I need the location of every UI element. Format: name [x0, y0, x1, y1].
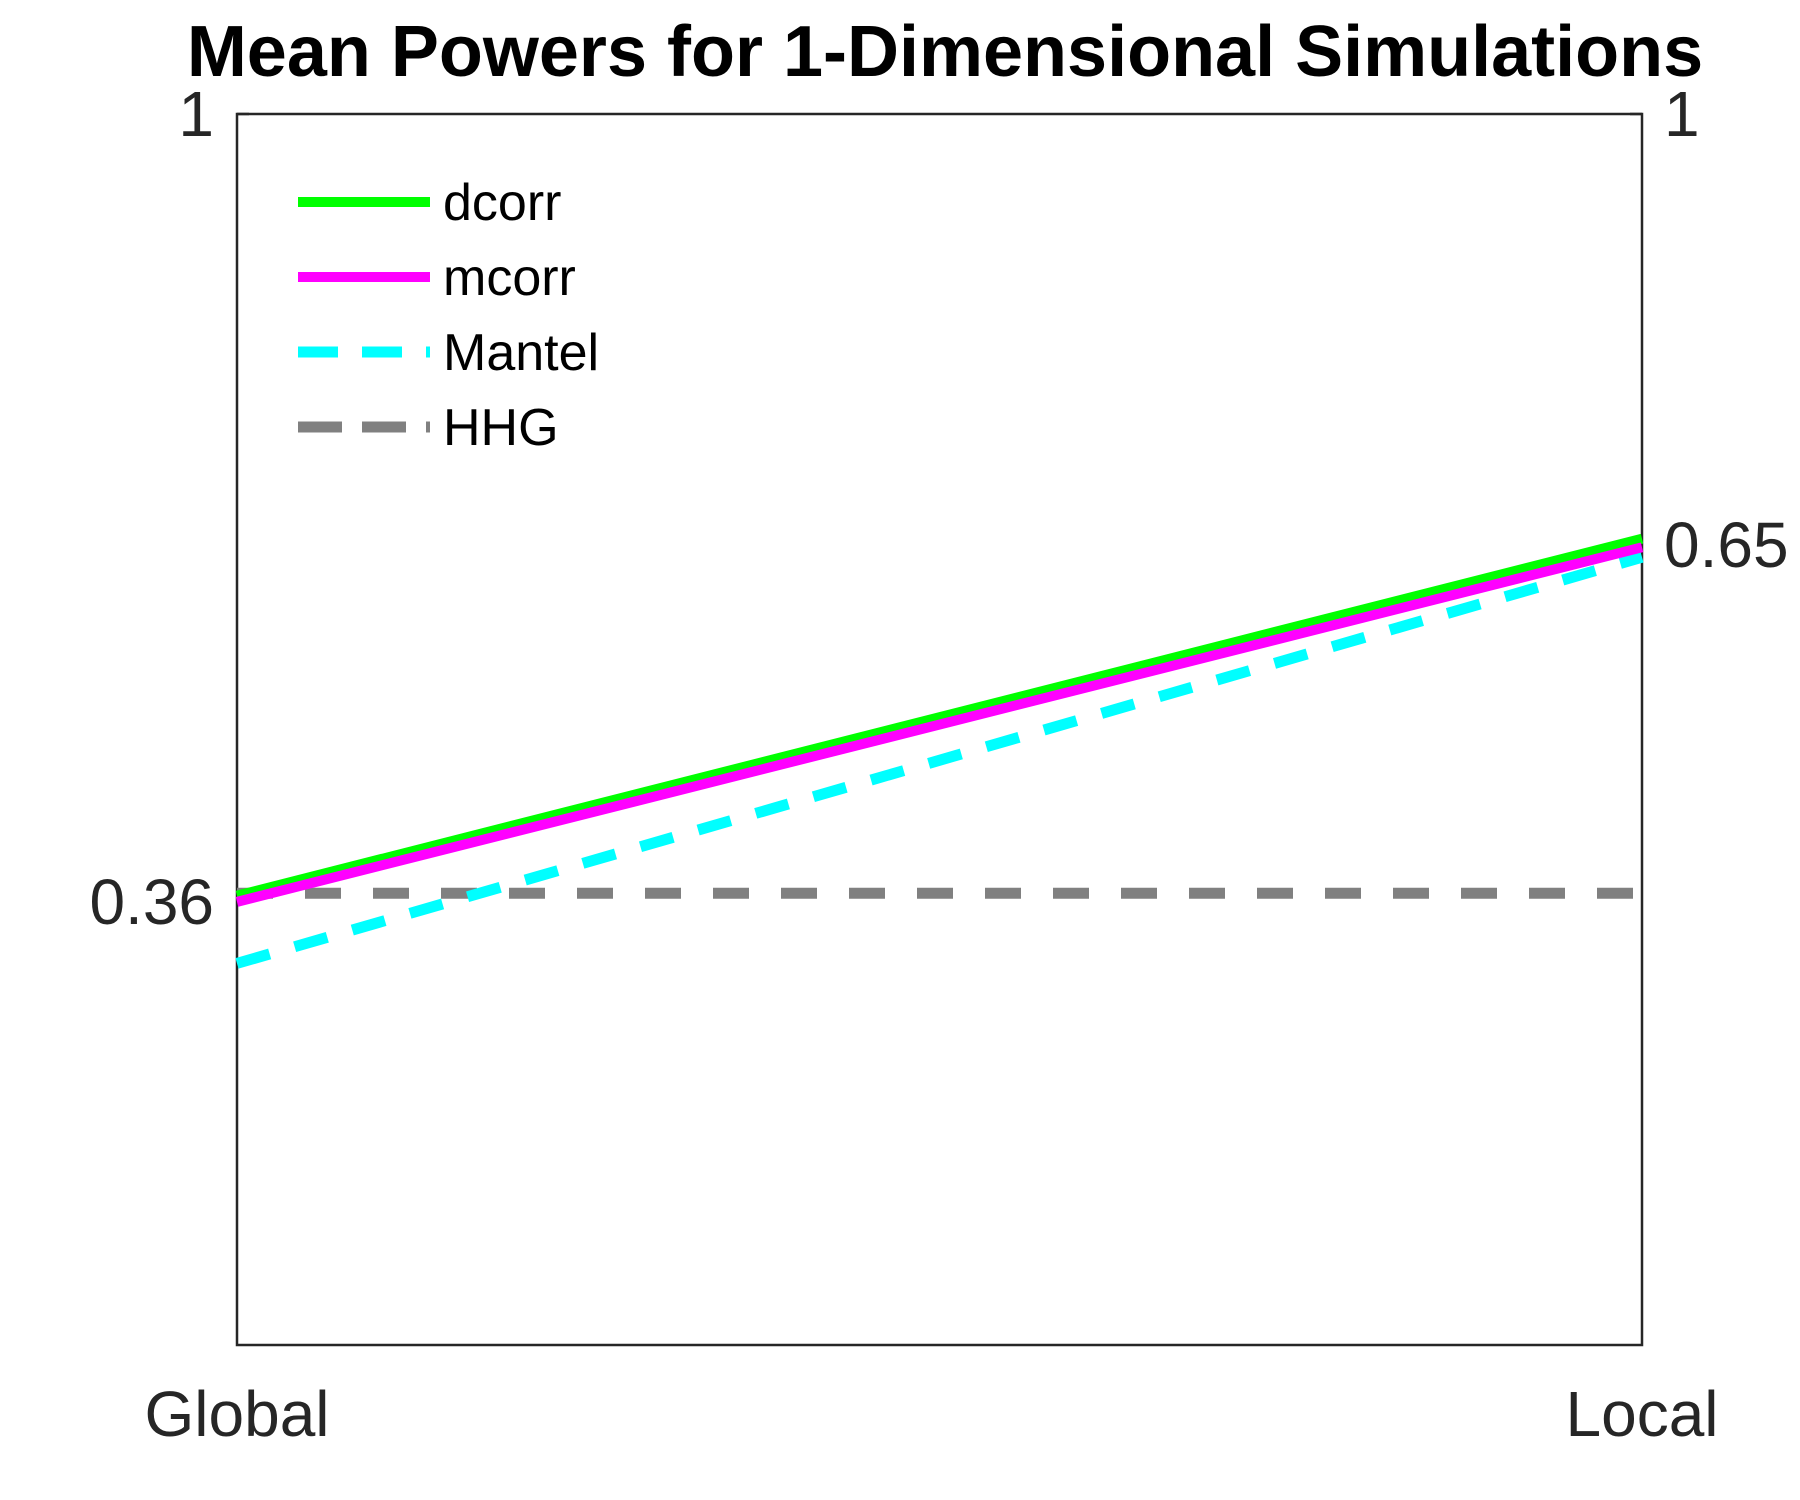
chart-title: Mean Powers for 1-Dimensional Simulation…	[187, 12, 1703, 92]
series-line-mantel	[235, 551, 1644, 969]
legend: dcorr mcorr Mantel HHG	[298, 174, 599, 457]
legend-label-mantel: Mantel	[443, 324, 599, 382]
x-tick-label: Local	[1566, 1378, 1719, 1450]
series-line-mcorr	[235, 542, 1644, 907]
x-tick-label: Global	[145, 1378, 330, 1450]
series-line-dcorr	[235, 533, 1644, 901]
left-y-tick-label: 0.36	[89, 866, 214, 938]
axis-tick-marks	[237, 112, 1642, 904]
series-lines	[235, 533, 1644, 969]
right-y-tick-labels: 10.65	[1664, 78, 1789, 581]
legend-label-dcorr: dcorr	[443, 174, 561, 232]
legend-label-hhg: HHG	[443, 399, 559, 457]
plot-area	[235, 112, 1644, 1347]
left-y-tick-label: 1	[178, 78, 214, 150]
x-tick-labels: Global Local	[145, 1378, 1719, 1450]
right-y-tick-label: 0.65	[1664, 509, 1789, 581]
right-y-tick-label: 1	[1664, 78, 1700, 150]
left-y-tick-labels: 10.36	[89, 78, 214, 938]
legend-label-mcorr: mcorr	[443, 249, 576, 307]
